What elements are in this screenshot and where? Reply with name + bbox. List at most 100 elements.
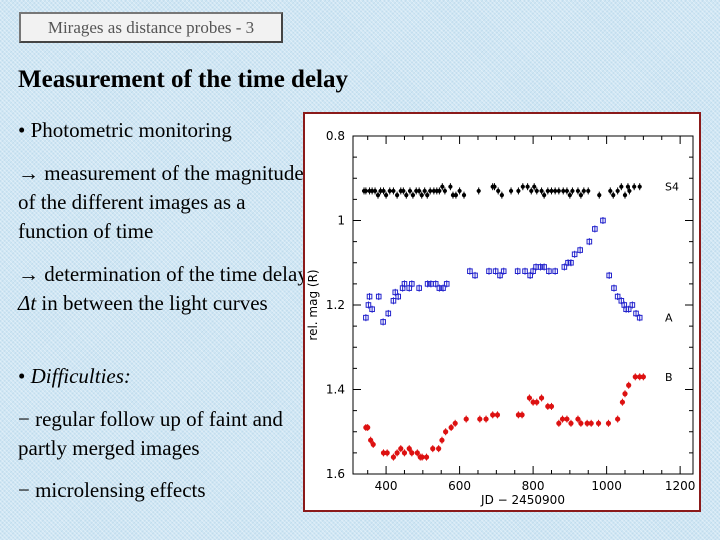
data-point-a — [541, 264, 547, 270]
data-point-a — [568, 259, 574, 266]
data-point-s4 — [440, 184, 445, 189]
data-point-a — [522, 268, 528, 274]
data-point-s4 — [632, 184, 637, 189]
data-point-b — [626, 382, 632, 388]
data-point-b — [368, 437, 374, 443]
data-point-b — [419, 454, 425, 460]
data-point-b — [398, 446, 404, 452]
y-tick-label: 1.4 — [326, 383, 345, 397]
data-point-b — [637, 374, 643, 380]
data-point-b — [534, 399, 540, 405]
data-point-s4 — [370, 188, 375, 194]
arrow-determination: → determination of the time delay Δt in … — [18, 260, 308, 318]
data-point-a — [592, 226, 598, 232]
data-point-s4 — [431, 188, 436, 194]
data-point-s4 — [401, 188, 406, 194]
series-label-s4: S4 — [665, 181, 679, 194]
data-point-s4 — [508, 188, 514, 194]
data-point-a — [363, 314, 369, 321]
data-point-b — [414, 450, 420, 456]
data-point-a — [527, 272, 533, 279]
data-point-s4 — [516, 188, 521, 194]
data-point-s4 — [453, 193, 459, 198]
data-point-b — [490, 412, 496, 418]
data-point-s4 — [375, 193, 381, 198]
data-point-b — [401, 450, 408, 456]
y-axis-label: rel. mag (R) — [306, 269, 320, 340]
delta-t-symbol: Δt — [18, 291, 37, 315]
data-point-s4 — [529, 188, 534, 194]
data-point-b — [477, 416, 483, 422]
data-point-b — [365, 424, 371, 431]
data-point-a — [546, 268, 552, 274]
data-point-a — [565, 259, 571, 266]
data-point-s4 — [499, 193, 504, 198]
data-point-s4 — [561, 188, 566, 194]
data-point-s4 — [410, 193, 416, 198]
data-point-a — [552, 268, 558, 274]
data-point-s4 — [586, 188, 591, 194]
arrow-measurement: → measurement of the magnitude of the di… — [18, 161, 304, 243]
data-point-a — [633, 310, 639, 317]
data-point-a — [492, 268, 499, 274]
data-point-s4 — [496, 188, 501, 194]
light-curve-chart: 400 600 800 1000 1200 0.8 1 1.2 1.4 1.6 JD − 24509… — [306, 129, 696, 507]
arrow-determination-end: in between the light curves — [36, 291, 268, 315]
data-point-a — [497, 272, 503, 279]
data-point-b — [406, 446, 412, 452]
data-point-s4 — [417, 188, 422, 194]
data-point-a — [395, 293, 402, 300]
data-point-b — [568, 420, 574, 426]
data-point-s4 — [556, 188, 561, 194]
data-point-s4 — [372, 188, 378, 194]
data-point-s4 — [564, 188, 570, 194]
data-point-b — [548, 403, 555, 409]
data-point-s4 — [549, 188, 554, 194]
data-point-b — [370, 441, 376, 448]
data-point-s4 — [476, 188, 481, 194]
data-point-s4 — [363, 188, 368, 194]
data-point-s4 — [615, 188, 620, 194]
data-point-s4 — [597, 193, 602, 198]
data-point-s4 — [387, 188, 392, 194]
data-point-b — [538, 395, 545, 401]
data-point-a — [571, 251, 578, 258]
data-point-s4 — [553, 188, 558, 194]
data-point-a — [614, 293, 621, 300]
data-point-a — [625, 306, 632, 313]
data-point-b — [448, 424, 454, 431]
data-point-s4 — [520, 184, 525, 189]
data-point-s4 — [419, 193, 424, 198]
data-point-a — [606, 272, 612, 279]
data-point-b — [595, 420, 602, 426]
data-point-s4 — [414, 188, 419, 194]
data-point-s4 — [611, 193, 616, 198]
x-tick-label: 1200 — [665, 479, 696, 493]
data-point-b — [640, 374, 646, 380]
data-point-s4 — [570, 188, 575, 194]
data-point-s4 — [428, 188, 433, 194]
bullet-difficulties: • Difficulties: — [18, 362, 308, 391]
data-point-s4 — [608, 188, 613, 194]
data-point-b — [430, 446, 436, 452]
data-point-s4 — [422, 188, 427, 194]
series-label-a: A — [665, 312, 673, 325]
dash-microlensing: − microlensing effects — [18, 478, 206, 502]
data-point-a — [390, 297, 397, 304]
data-point-s4 — [383, 193, 389, 198]
data-point-a — [436, 285, 443, 291]
data-point-s4 — [407, 188, 413, 194]
data-point-s4 — [381, 188, 386, 194]
data-point-s4 — [532, 184, 537, 189]
data-point-b — [556, 420, 562, 426]
data-point-s4 — [581, 188, 586, 194]
data-point-s4 — [622, 193, 628, 198]
slide-title-text: Mirages as distance probes - 3 — [47, 17, 255, 37]
data-point-s4 — [442, 188, 447, 194]
data-point-b — [526, 395, 533, 401]
difficulties-label: Difficulties: — [30, 364, 131, 388]
data-point-a — [424, 281, 431, 287]
data-point-a — [366, 293, 373, 300]
data-point-a — [611, 285, 617, 291]
data-point-b — [423, 454, 430, 460]
